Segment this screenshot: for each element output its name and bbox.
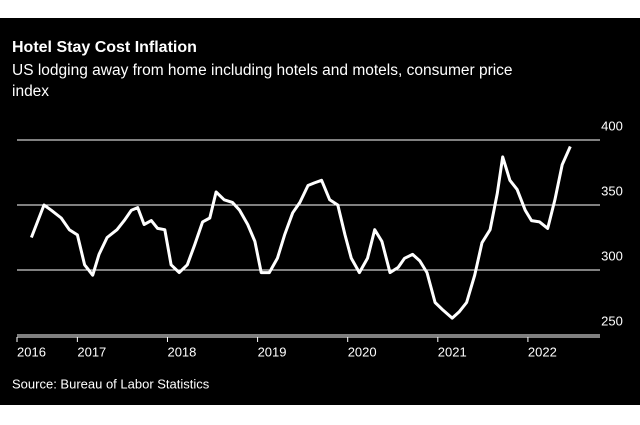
x-tick-label: 2020 bbox=[348, 344, 377, 359]
x-tick-label: 2017 bbox=[77, 344, 106, 359]
y-tick-label: 300 bbox=[601, 248, 623, 263]
chart-title: Hotel Stay Cost Inflation bbox=[12, 39, 197, 56]
x-tick-label: 2019 bbox=[258, 344, 287, 359]
y-tick-label: 400 bbox=[601, 118, 623, 133]
x-tick-label: 2018 bbox=[167, 344, 196, 359]
line bbox=[30, 145, 572, 320]
chart-subtitle: US lodging away from home including hote… bbox=[12, 62, 513, 79]
x-tick-label: 2016 bbox=[17, 344, 46, 359]
y-tick-label: 250 bbox=[601, 313, 623, 328]
x-tick-label: 2021 bbox=[438, 344, 467, 359]
x-tick-label: 2022 bbox=[528, 344, 557, 359]
y-tick-label: 350 bbox=[601, 183, 623, 198]
chart-subtitle: index bbox=[12, 83, 49, 100]
source: Source: Bureau of Labor Statistics bbox=[12, 376, 210, 391]
background bbox=[0, 18, 640, 405]
